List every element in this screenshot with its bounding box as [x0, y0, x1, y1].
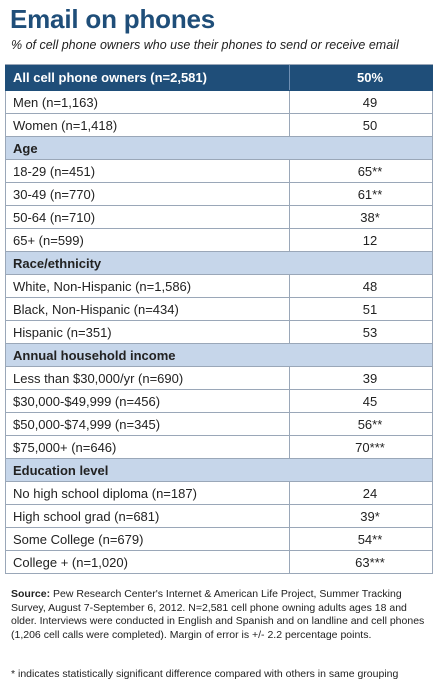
row-label: Hispanic (n=351) [6, 321, 290, 343]
table-row: High school grad (n=681) 39* [5, 505, 433, 528]
table-row: $30,000-$49,999 (n=456) 45 [5, 390, 433, 413]
section-heading-label: Race/ethnicity [13, 256, 102, 271]
row-label: 65+ (n=599) [6, 229, 290, 251]
table-row: Black, Non-Hispanic (n=434) 51 [5, 298, 433, 321]
row-value: 39 [362, 371, 378, 386]
table-row: $50,000-$74,999 (n=345) 56** [5, 413, 433, 436]
subtitle: % of cell phone owners who use their pho… [11, 38, 399, 52]
row-label: Black, Non-Hispanic (n=434) [6, 298, 290, 320]
row-label: Men (n=1,163) [6, 91, 290, 113]
row-label: 50-64 (n=710) [6, 206, 290, 228]
table-row: 50-64 (n=710) 38* [5, 206, 433, 229]
row-value: 39* [360, 509, 380, 524]
row-value: 50 [362, 118, 378, 133]
section-heading-label: Education level [13, 463, 109, 478]
table-row: $75,000+ (n=646) 70*** [5, 436, 433, 459]
total-value: 50% [356, 70, 384, 85]
page-title: Email on phones [10, 4, 216, 34]
total-label: All cell phone owners (n=2,581) [6, 65, 290, 90]
row-label: White, Non-Hispanic (n=1,586) [6, 275, 290, 297]
row-label: $75,000+ (n=646) [6, 436, 290, 458]
table-row: Some College (n=679) 54** [5, 528, 433, 551]
row-label: College + (n=1,020) [6, 551, 290, 573]
section-heading-label: Annual household income [13, 348, 176, 363]
row-value: 12 [362, 233, 378, 248]
table-row: College + (n=1,020) 63*** [5, 551, 433, 574]
row-value: 24 [362, 486, 378, 501]
row-value: 49 [362, 95, 378, 110]
source-label: Source: [11, 588, 51, 600]
table-row: 30-49 (n=770) 61** [5, 183, 433, 206]
section-heading: Education level [5, 459, 433, 482]
row-label: Less than $30,000/yr (n=690) [6, 367, 290, 389]
table-row: Men (n=1,163) 49 [5, 91, 433, 114]
section-heading: Age [5, 137, 433, 160]
section-heading-label: Age [13, 141, 38, 156]
row-label: $50,000-$74,999 (n=345) [6, 413, 290, 435]
table-row: No high school diploma (n=187) 24 [5, 482, 433, 505]
footnote: * indicates statistically significant di… [11, 668, 399, 680]
row-value: 38* [360, 210, 380, 225]
data-table: All cell phone owners (n=2,581) 50% Men … [5, 64, 433, 574]
table-row: Less than $30,000/yr (n=690) 39 [5, 367, 433, 390]
table-row: White, Non-Hispanic (n=1,586) 48 [5, 275, 433, 298]
row-value: 61** [357, 187, 383, 202]
table-row: 18-29 (n=451) 65** [5, 160, 433, 183]
table-row: Women (n=1,418) 50 [5, 114, 433, 137]
row-value: 63*** [355, 555, 385, 570]
row-label: High school grad (n=681) [6, 505, 290, 527]
row-label: 18-29 (n=451) [6, 160, 290, 182]
section-heading: Race/ethnicity [5, 252, 433, 275]
row-value: 54** [357, 532, 383, 547]
source-text: Pew Research Center's Internet & America… [11, 588, 425, 641]
total-row: All cell phone owners (n=2,581) 50% [5, 65, 433, 91]
row-label: Women (n=1,418) [6, 114, 290, 136]
row-value: 56** [357, 417, 383, 432]
row-value: 65** [357, 164, 383, 179]
row-value: 51 [362, 302, 378, 317]
row-label: No high school diploma (n=187) [6, 482, 290, 504]
row-label: Some College (n=679) [6, 528, 290, 550]
table-row: Hispanic (n=351) 53 [5, 321, 433, 344]
row-label: 30-49 (n=770) [6, 183, 290, 205]
row-label: $30,000-$49,999 (n=456) [6, 390, 290, 412]
row-value: 48 [362, 279, 378, 294]
source-note: Source: Pew Research Center's Internet &… [11, 588, 431, 642]
row-value: 45 [362, 394, 378, 409]
row-value: 53 [362, 325, 378, 340]
table-row: 65+ (n=599) 12 [5, 229, 433, 252]
row-value: 70*** [355, 440, 385, 455]
section-heading: Annual household income [5, 344, 433, 367]
